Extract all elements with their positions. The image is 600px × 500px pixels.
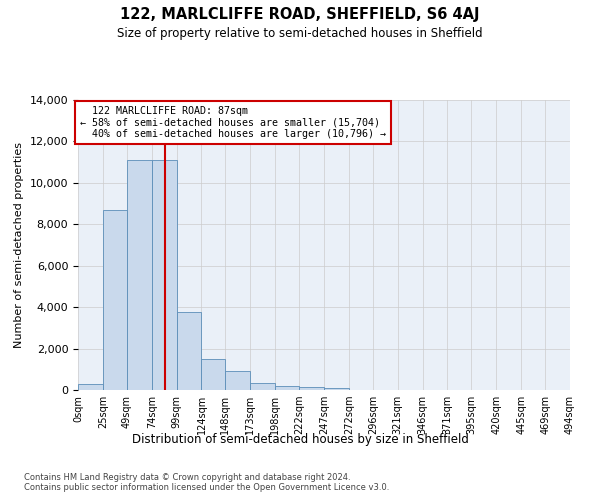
Bar [275,386,299,390]
Bar [78,384,103,390]
Bar [299,387,324,390]
Bar [324,388,349,390]
Text: Size of property relative to semi-detached houses in Sheffield: Size of property relative to semi-detach… [117,28,483,40]
Bar [152,160,176,390]
Bar [226,372,250,390]
Text: Contains public sector information licensed under the Open Government Licence v3: Contains public sector information licen… [24,484,389,492]
Bar [127,160,152,390]
Bar [202,359,226,390]
Text: 122 MARLCLIFFE ROAD: 87sqm
← 58% of semi-detached houses are smaller (15,704)
  : 122 MARLCLIFFE ROAD: 87sqm ← 58% of semi… [80,106,386,140]
Text: Contains HM Land Registry data © Crown copyright and database right 2024.: Contains HM Land Registry data © Crown c… [24,472,350,482]
Text: Distribution of semi-detached houses by size in Sheffield: Distribution of semi-detached houses by … [131,432,469,446]
Y-axis label: Number of semi-detached properties: Number of semi-detached properties [14,142,24,348]
Bar [103,210,127,390]
Bar [250,383,275,390]
Text: 122, MARLCLIFFE ROAD, SHEFFIELD, S6 4AJ: 122, MARLCLIFFE ROAD, SHEFFIELD, S6 4AJ [120,8,480,22]
Bar [176,312,202,390]
